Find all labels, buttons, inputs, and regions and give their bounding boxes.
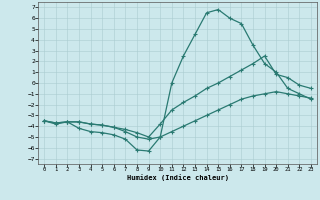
X-axis label: Humidex (Indice chaleur): Humidex (Indice chaleur) xyxy=(127,174,228,181)
